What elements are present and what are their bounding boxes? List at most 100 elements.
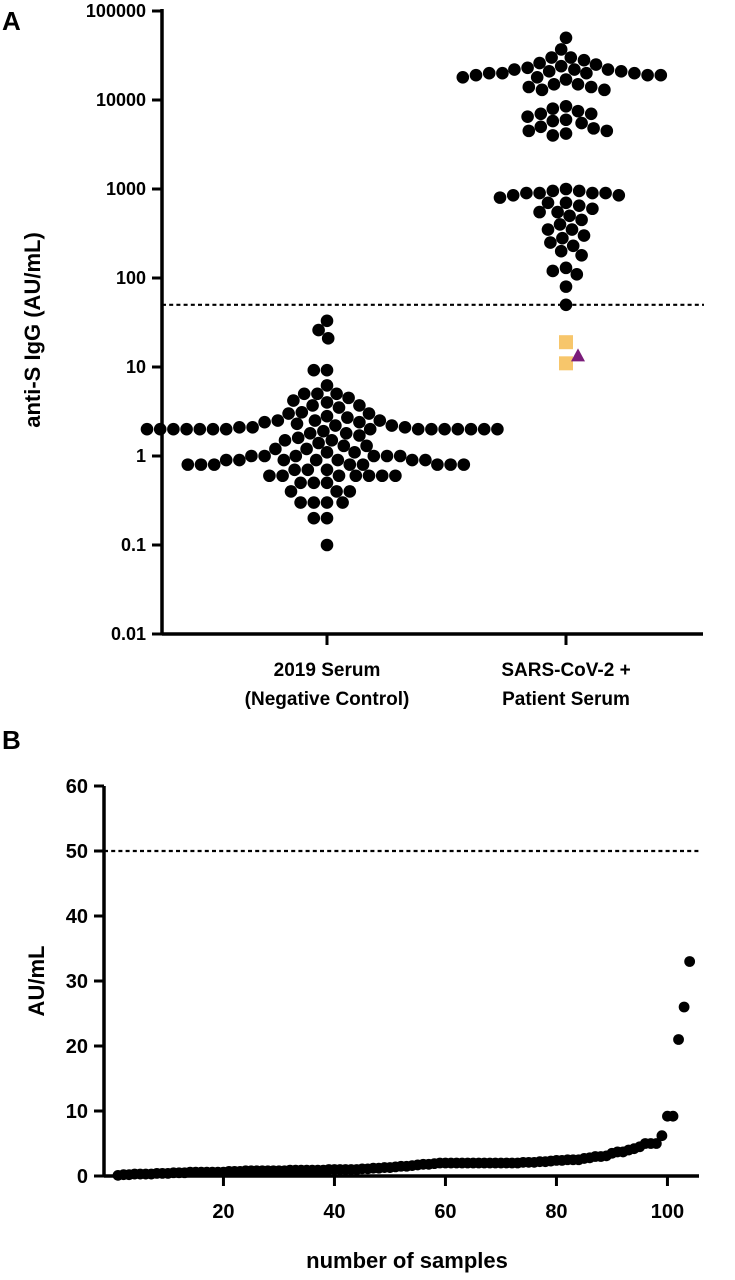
panel-a-data-point	[180, 422, 193, 436]
panel-a-data-point	[614, 65, 628, 78]
panel-b-data-point	[667, 1110, 679, 1122]
panel-a-data-point	[353, 399, 366, 412]
panel-a-data-point	[533, 205, 546, 219]
panel-a-data-point	[349, 469, 363, 483]
panel-a-data-point	[599, 186, 612, 200]
panel-a-data-point	[277, 453, 291, 467]
panel-a-data-point	[367, 449, 381, 463]
panel-a-data-point	[541, 223, 555, 236]
panel-a-data-point	[181, 458, 195, 471]
panel-a-y-tick-label: 1	[136, 446, 146, 466]
panel-a-data-point	[312, 436, 325, 450]
panel-a-data-point	[598, 83, 611, 97]
panel-a-data-point	[258, 415, 271, 429]
panel-a-data-point	[469, 68, 483, 82]
panel-b-y-axis-title: AU/mL	[24, 946, 49, 1017]
panel-a-data-point	[341, 411, 354, 424]
panel-b-data-point	[650, 1138, 662, 1149]
panel-a-y-tick-label: 100000	[86, 1, 146, 21]
panel-b-y-tick-label: 60	[66, 776, 88, 798]
panel-a-data-point	[556, 231, 569, 245]
panel-a-data-point	[444, 458, 457, 471]
panel-b-x-tick-label: 60	[434, 1201, 456, 1223]
panel-a-data-point	[547, 78, 561, 91]
panel-a-data-point	[554, 43, 568, 56]
panel-a-data-point	[559, 31, 573, 45]
panel-b-letter: B	[2, 725, 21, 755]
panel-a-data-point	[329, 419, 342, 432]
panel-a-data-point	[533, 186, 546, 200]
panel-a-data-point	[380, 449, 394, 463]
panel-a-data-point	[534, 120, 548, 134]
panel-a-data-point	[291, 431, 305, 445]
panel-a-data-point	[317, 424, 330, 438]
panel-b-y-tick-label: 40	[66, 906, 88, 928]
panel-a-data-point	[363, 422, 377, 436]
panel-b-y-tick-label: 10	[66, 1101, 88, 1123]
panel-a-data-point	[385, 419, 399, 432]
panel-a-data-point	[320, 363, 334, 377]
panel-a-data-point	[320, 463, 334, 477]
panel-a-data-point	[520, 186, 533, 200]
panel-a-data-point	[600, 124, 614, 138]
panel-a-data-point	[575, 116, 588, 130]
panel-a-category-label: 2019 Serum	[274, 660, 381, 681]
panel-a-data-point	[362, 407, 376, 420]
panel-a-y-axis-title: anti-S IgG (AU/mL)	[20, 232, 45, 428]
panel-a-data-point	[530, 70, 544, 84]
panel-a-data-point	[559, 99, 573, 113]
panel-a-data-point	[572, 199, 586, 212]
panel-a-data-point	[587, 122, 600, 135]
panel-a-data-point	[601, 63, 615, 76]
panel-a-data-point	[342, 391, 355, 405]
panel-a-y-tick-label: 0.01	[111, 624, 146, 644]
panel-a-data-point	[308, 414, 322, 427]
panel-a-data-point	[311, 387, 324, 401]
panel-a-data-point	[554, 59, 568, 73]
panel-a-data-point	[612, 188, 626, 202]
panel-a-data-point	[628, 66, 641, 80]
panel-a-data-point	[245, 449, 258, 463]
panel-a-letter: A	[2, 6, 21, 36]
panel-a-data-point	[320, 446, 334, 459]
panel-a-data-point	[508, 63, 521, 76]
panel-a-data-point	[295, 405, 309, 419]
panel-a-data-point	[219, 453, 233, 467]
panel-a: A anti-S IgG (AU/mL) 0.01 0.1 1 10 100 1000 10…	[2, 1, 704, 710]
panel-a-data-point	[533, 56, 546, 70]
panel-a-data-point	[553, 218, 567, 231]
panel-a-data-point	[551, 205, 564, 219]
panel-b-y-ticks: 0 10 20 30 40 50 60	[66, 776, 104, 1188]
panel-b-x-tick-label: 80	[545, 1201, 567, 1223]
panel-a-data-point	[330, 485, 343, 498]
panel-b-x-tick-label: 40	[323, 1201, 345, 1223]
panel-b-y-tick-label: 30	[66, 971, 88, 993]
panel-a-data-point	[568, 63, 581, 76]
panel-a-data-point	[577, 229, 591, 242]
panel-a-points	[140, 31, 668, 552]
panel-a-data-point	[522, 124, 536, 138]
panel-a-data-point	[559, 280, 573, 293]
panel-a-data-point	[535, 83, 549, 97]
panel-a-data-point	[546, 129, 560, 142]
panel-a-data-point	[360, 439, 373, 453]
panel-a-data-point	[153, 422, 167, 436]
panel-a-data-point	[294, 476, 307, 490]
panel-b-y-tick-label: 50	[66, 841, 88, 863]
panel-a-data-point	[336, 496, 349, 509]
panel-a-data-point	[356, 458, 370, 471]
panel-a-data-point	[491, 422, 504, 436]
panel-a-data-point	[219, 422, 233, 436]
panel-a-data-point	[559, 113, 573, 127]
panel-a-data-point	[373, 414, 387, 427]
panel-a-data-point	[339, 426, 353, 440]
panel-a-y-tick-label: 0.1	[121, 535, 146, 555]
panel-a-data-point	[278, 434, 292, 447]
panel-a-data-point	[375, 469, 389, 483]
panel-a-data-point	[544, 236, 557, 249]
panel-a-data-point	[343, 458, 357, 471]
panel-a-data-point	[287, 394, 300, 407]
panel-a-data-point	[566, 239, 580, 253]
panel-a-data-point	[337, 439, 351, 453]
panel-b-data-point	[656, 1130, 668, 1142]
